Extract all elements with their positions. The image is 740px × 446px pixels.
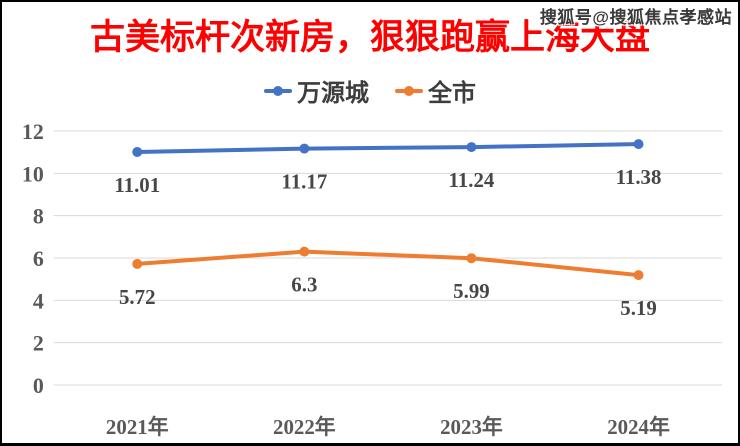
legend-label-wanyuancheng: 万源城 [297, 81, 369, 108]
watermark: 搜狐号@搜狐焦点孝感站 [539, 8, 732, 27]
legend-item-quanshi: 全市 [395, 73, 476, 108]
y-tick-label: 0 [33, 373, 44, 398]
x-tick-label: 2023年 [440, 415, 503, 439]
data-point [633, 139, 644, 150]
data-point [633, 270, 644, 281]
x-tick-label: 2024年 [607, 415, 670, 439]
data-point-label: 11.38 [616, 165, 662, 189]
data-point [466, 253, 477, 264]
line-marker-icon [395, 85, 423, 96]
x-tick-label: 2021年 [106, 415, 169, 439]
legend-dot-icon [404, 85, 414, 96]
chart-title: 古美标杆次新房，狠狠跑赢上海大盘 [89, 18, 650, 57]
data-point-label: 11.01 [114, 173, 160, 197]
x-tick-label: 2022年 [273, 415, 336, 439]
series-line [135, 142, 641, 154]
line-marker-icon [264, 85, 292, 96]
data-point-label: 11.24 [449, 168, 495, 192]
data-point [132, 146, 143, 157]
data-point [132, 258, 143, 269]
data-point-label: 5.99 [453, 279, 490, 303]
series-line [135, 249, 641, 278]
y-tick-label: 8 [33, 204, 44, 229]
data-point [299, 143, 310, 154]
y-tick-label: 4 [33, 288, 44, 313]
data-point [299, 246, 310, 257]
y-tick-label: 6 [33, 246, 44, 271]
legend-dot-icon [273, 85, 283, 96]
data-point [466, 142, 477, 153]
legend: 万源城 全市 [2, 73, 738, 108]
data-point-label: 6.3 [291, 273, 317, 297]
legend-item-wanyuancheng: 万源城 [264, 73, 369, 108]
y-tick-label: 12 [22, 119, 44, 144]
data-point-label: 5.19 [620, 296, 657, 320]
y-tick-label: 10 [22, 161, 44, 186]
legend-label-quanshi: 全市 [428, 81, 476, 108]
y-tick-label: 2 [33, 331, 44, 356]
line-chart: 0 2 4 6 8 10 12 2021年 2022年 2023年 2024年 11.01 11.17 1… [22, 119, 723, 439]
data-point-label: 11.17 [281, 170, 327, 194]
data-point-label: 5.72 [119, 285, 156, 309]
